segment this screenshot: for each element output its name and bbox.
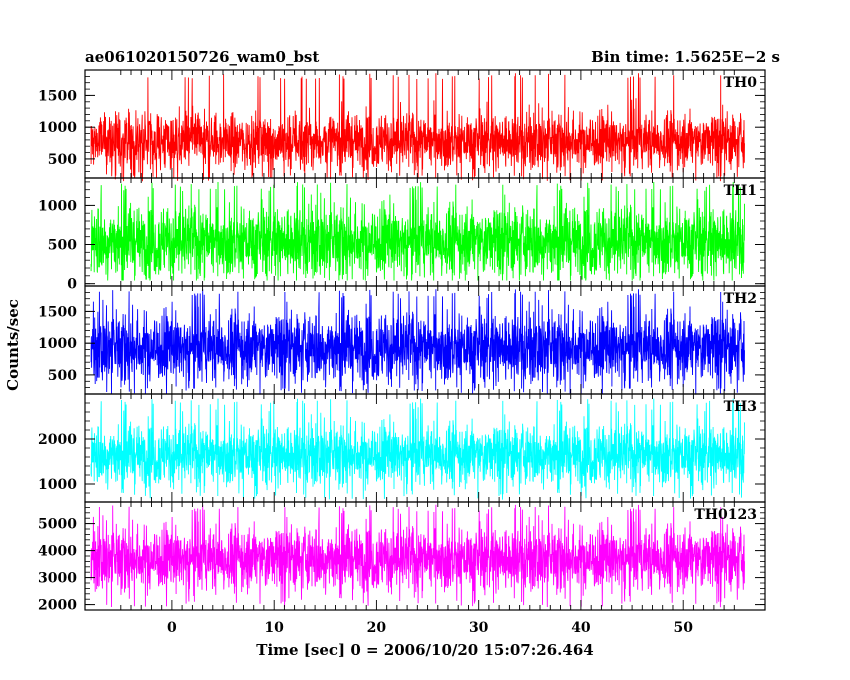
chart-title: ae061020150726_wam0_bst	[85, 48, 319, 66]
series-th0-line	[90, 73, 745, 182]
panel-th2: 500 1000 1500 TH2	[38, 285, 766, 395]
y-tick-label: 1500	[38, 304, 77, 320]
series-th3-line	[90, 398, 745, 500]
panels: 50010001500TH005001000TH150010001500TH21…	[38, 69, 766, 636]
x-tick-label: 30	[469, 620, 489, 636]
series-th2-line	[90, 289, 745, 395]
y-axis-label: Counts/sec	[4, 299, 22, 391]
panel-label: TH1	[724, 183, 757, 199]
panel-label: TH0	[724, 75, 758, 91]
y-tick-label: 0	[67, 277, 77, 293]
series-th1-line	[90, 181, 745, 281]
x-tick-label: 50	[673, 620, 693, 636]
y-tick-label: 500	[48, 152, 77, 168]
panel-label: TH2	[724, 291, 757, 307]
y-tick-label: 2000	[38, 598, 77, 614]
x-tick-label: 10	[264, 620, 284, 636]
panel-label: TH3	[724, 399, 757, 415]
y-tick-label: 500	[48, 368, 77, 384]
panel-th1: 0 500 1000 TH1	[38, 177, 766, 293]
chart-subtitle: Bin time: 1.5625E−2 s	[591, 48, 780, 66]
panel-label: TH0123	[694, 507, 757, 523]
panel-th0123: 2000 3000 4000 5000 TH0123	[38, 501, 766, 614]
x-axis-label: Time [sec] 0 = 2006/10/20 15:07:26.464	[256, 641, 593, 659]
x-tick-label: 0	[167, 620, 177, 636]
y-tick-label: 5000	[38, 517, 77, 533]
y-tick-label: 1000	[38, 477, 77, 493]
x-tick-label: 20	[367, 620, 387, 636]
y-tick-label: 500	[48, 238, 77, 254]
panel-th3: 1000 2000 TH3	[38, 393, 766, 503]
y-tick-label: 1000	[38, 120, 77, 136]
y-tick-label: 3000	[38, 571, 77, 587]
x-tick-label: 40	[571, 620, 591, 636]
y-tick-label: 1000	[38, 198, 77, 214]
y-tick-label: 2000	[38, 432, 77, 448]
panel-th0: 500 1000 1500 TH0	[38, 69, 766, 182]
series-th0123-line	[90, 504, 745, 608]
y-tick-label: 1000	[38, 336, 77, 352]
y-tick-label: 4000	[38, 544, 77, 560]
y-tick-label: 1500	[38, 88, 77, 104]
